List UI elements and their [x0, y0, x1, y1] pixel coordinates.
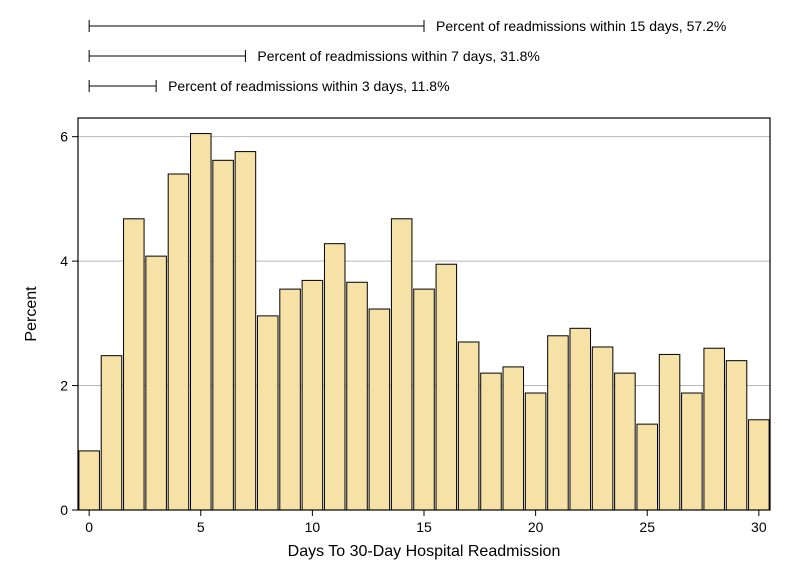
- y-tick-label: 2: [60, 378, 68, 394]
- histogram-bar: [79, 451, 100, 510]
- readmission-histogram: 0 5 10 15 20 25 30 0 2 4 6 Percent of readmissions…: [0, 0, 800, 562]
- histogram-bar: [726, 361, 747, 510]
- histogram-bar: [592, 347, 613, 510]
- histogram-bar: [347, 282, 368, 510]
- histogram-bar: [503, 367, 524, 510]
- x-tick-label: 30: [751, 519, 767, 535]
- histogram-bar: [101, 356, 122, 510]
- histogram-bar: [213, 160, 234, 510]
- histogram-bar: [659, 354, 680, 510]
- y-tick-label: 4: [60, 253, 68, 269]
- histogram-bar: [570, 328, 591, 510]
- x-axis-label: Days To 30-Day Hospital Readmission: [288, 543, 561, 560]
- histogram-bar: [124, 219, 145, 510]
- histogram-bar: [324, 244, 345, 510]
- annotation-label: Percent of readmissions within 3 days, 1…: [168, 78, 449, 94]
- histogram-bar: [391, 219, 412, 510]
- histogram-bar: [414, 289, 435, 510]
- histogram-bar: [369, 309, 390, 510]
- histogram-bar: [749, 420, 770, 510]
- histogram-bar: [235, 152, 256, 510]
- annotation-label: Percent of readmissions within 15 days, …: [436, 18, 726, 34]
- histogram-bar: [168, 174, 189, 510]
- histogram-bar: [615, 373, 636, 510]
- histogram-bar: [191, 134, 212, 510]
- histogram-bar: [280, 289, 301, 510]
- x-tick-label: 10: [305, 519, 321, 535]
- histogram-bar: [525, 393, 546, 510]
- histogram-bar: [637, 424, 658, 510]
- histogram-bar: [682, 393, 703, 510]
- histogram-bar: [436, 264, 457, 510]
- x-tick-label: 5: [197, 519, 205, 535]
- y-axis-label: Percent: [23, 286, 40, 342]
- x-tick-label: 20: [528, 519, 544, 535]
- y-tick-label: 0: [60, 502, 68, 518]
- annotation-label: Percent of readmissions within 7 days, 3…: [257, 48, 539, 64]
- histogram-bar: [548, 336, 569, 510]
- histogram-bar: [481, 373, 502, 510]
- histogram-bar: [458, 342, 479, 510]
- histogram-bar: [257, 316, 278, 510]
- y-tick-label: 6: [60, 129, 68, 145]
- x-tick-label: 15: [416, 519, 432, 535]
- histogram-bar: [704, 348, 725, 510]
- histogram-bar: [302, 280, 323, 510]
- x-tick-label: 25: [639, 519, 655, 535]
- x-tick-label: 0: [85, 519, 93, 535]
- histogram-bar: [146, 256, 167, 510]
